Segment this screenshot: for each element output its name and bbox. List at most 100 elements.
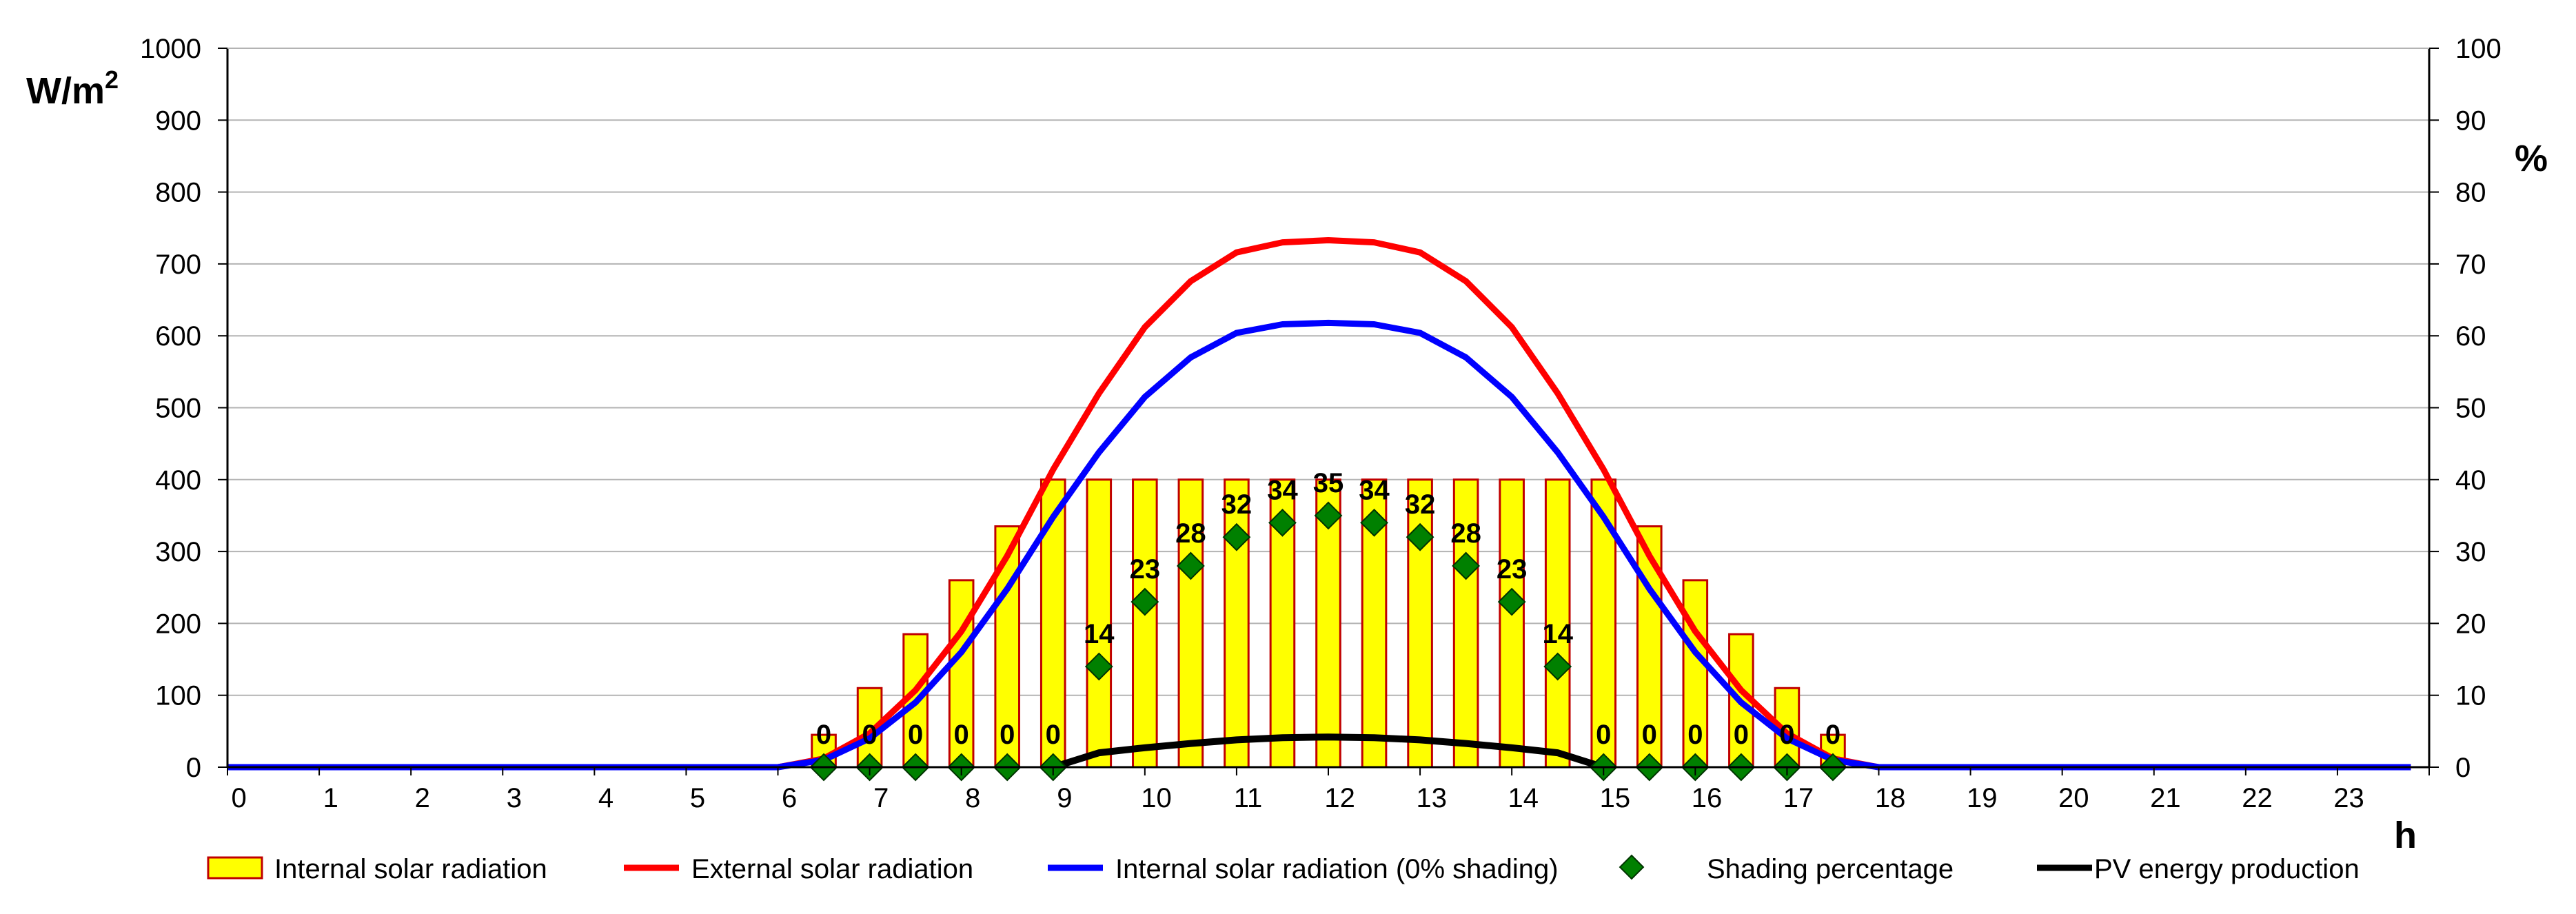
shading-data-label-8: 0 [954,720,969,750]
y-left-tick-label-300: 300 [155,537,201,567]
x-axis-label: h [2394,815,2417,856]
bar-internal-16 [1682,579,1709,769]
y-left-tick-label-200: 200 [155,609,201,639]
y-left-tick-label-0: 0 [186,753,201,783]
x-tick-label-5: 5 [690,783,705,813]
shading-data-label-15: 0 [1596,720,1611,750]
y-right-tick-label-40: 40 [2455,465,2486,496]
x-tick-label-18: 18 [1875,783,1906,813]
shading-data-label-14: 23 [1497,554,1528,585]
y-right-tick-label-30: 30 [2455,537,2486,567]
shading-data-label-12.5: 34 [1359,475,1390,505]
lines-layer [227,237,2411,771]
shading-marker-9.5 [1084,652,1113,681]
y-right-tick-label-60: 60 [2455,321,2486,352]
shading-data-label-11.5: 34 [1267,475,1298,505]
x-tick-label-12: 12 [1324,783,1355,813]
shading-marker-10 [1130,587,1159,616]
bar-internal-10.5 [1177,478,1204,769]
shading-data-label-9: 0 [1046,720,1061,750]
series-line-pv [1052,733,1605,771]
shading-data-label-16.5: 0 [1734,720,1749,750]
shading-marker-11.5 [1268,508,1297,537]
shading-data-label-6.5: 0 [816,720,831,750]
shading-data-label-14.5: 14 [1542,619,1573,649]
y-left-tick-label-900: 900 [155,105,201,136]
y-left-tick-label-500: 500 [155,394,201,424]
legend-label-shading: Shading percentage [1707,854,1954,884]
y-right-tick-label-20: 20 [2455,609,2486,639]
shading-data-label-7.5: 0 [908,720,923,750]
shading-data-label-15.5: 0 [1642,720,1657,750]
y-right-tick-label-100: 100 [2455,34,2502,64]
shading-marker-14.5 [1543,652,1572,681]
y-left-tick-label-600: 600 [155,321,201,352]
bar-internal-10 [1132,478,1158,769]
y-left-tick-label-800: 800 [155,178,201,208]
bar-internal-11 [1224,478,1250,769]
shading-data-label-16: 0 [1687,720,1703,750]
bar-internal-13 [1407,478,1433,769]
legend: Internal solar radiation External solar … [207,854,2360,884]
left-axis-unit-label: W/m2 [26,65,119,112]
legend-label-pv: PV energy production [2094,854,2360,884]
x-tick-label-21: 21 [2150,783,2181,813]
shading-marker-12 [1314,501,1343,530]
x-tick-label-1: 1 [323,783,338,813]
legend-label-internal-0: Internal solar radiation (0% shading) [1115,854,1559,884]
bar-internal-13.5 [1452,478,1479,769]
axes-layer: 0100200300400500600700800900100001020304… [140,34,2502,813]
x-tick-label-2: 2 [415,783,430,813]
x-tick-label-13: 13 [1416,783,1447,813]
x-tick-label-3: 3 [507,783,522,813]
series-line-external [227,237,2411,771]
x-tick-label-16: 16 [1692,783,1723,813]
x-tick-label-15: 15 [1600,783,1631,813]
shading-marker-12.5 [1360,508,1388,537]
shading-data-label-13.5: 28 [1450,518,1481,549]
shading-marker-13.5 [1452,551,1481,580]
y-right-tick-label-50: 50 [2455,394,2486,424]
markers-layer [809,501,1847,782]
series-line-internal-0 [227,319,2411,771]
shading-data-label-11: 32 [1221,489,1252,520]
x-tick-label-8: 8 [965,783,980,813]
x-tick-label-4: 4 [598,783,613,813]
shading-data-label-17.5: 0 [1825,720,1840,750]
shading-marker-13 [1406,522,1434,551]
shading-data-label-7: 0 [862,720,877,750]
x-tick-label-17: 17 [1783,783,1814,813]
x-tick-label-22: 22 [2242,783,2273,813]
x-tick-label-23: 23 [2333,783,2364,813]
x-tick-label-11: 11 [1234,783,1263,813]
y-left-tick-label-700: 700 [155,250,201,280]
left-axis-unit-base: W/m [26,70,105,112]
bar-internal-14 [1499,478,1525,769]
shading-marker-10.5 [1176,551,1205,580]
x-tick-label-10: 10 [1141,783,1172,813]
shading-data-label-12: 35 [1313,468,1344,498]
shading-data-label-13: 32 [1405,489,1436,520]
x-tick-label-0: 0 [232,783,247,813]
legend-swatch-shading [1619,854,1645,880]
x-tick-label-14: 14 [1508,783,1539,813]
shading-data-label-10.5: 28 [1175,518,1206,549]
legend-label-internal: Internal solar radiation [274,854,547,884]
x-tick-label-9: 9 [1057,783,1072,813]
y-right-tick-label-80: 80 [2455,178,2486,208]
y-right-tick-label-0: 0 [2455,753,2471,783]
y-right-tick-label-10: 10 [2455,681,2486,711]
shading-marker-11 [1222,522,1251,551]
shading-data-label-10: 23 [1130,554,1161,585]
legend-swatch-internal [207,856,263,880]
shading-marker-14 [1497,587,1526,616]
y-left-tick-label-400: 400 [155,465,201,496]
y-left-tick-label-1000: 1000 [140,34,201,64]
y-right-tick-label-70: 70 [2455,250,2486,280]
y-right-tick-label-90: 90 [2455,105,2486,136]
y-left-tick-label-100: 100 [155,681,201,711]
